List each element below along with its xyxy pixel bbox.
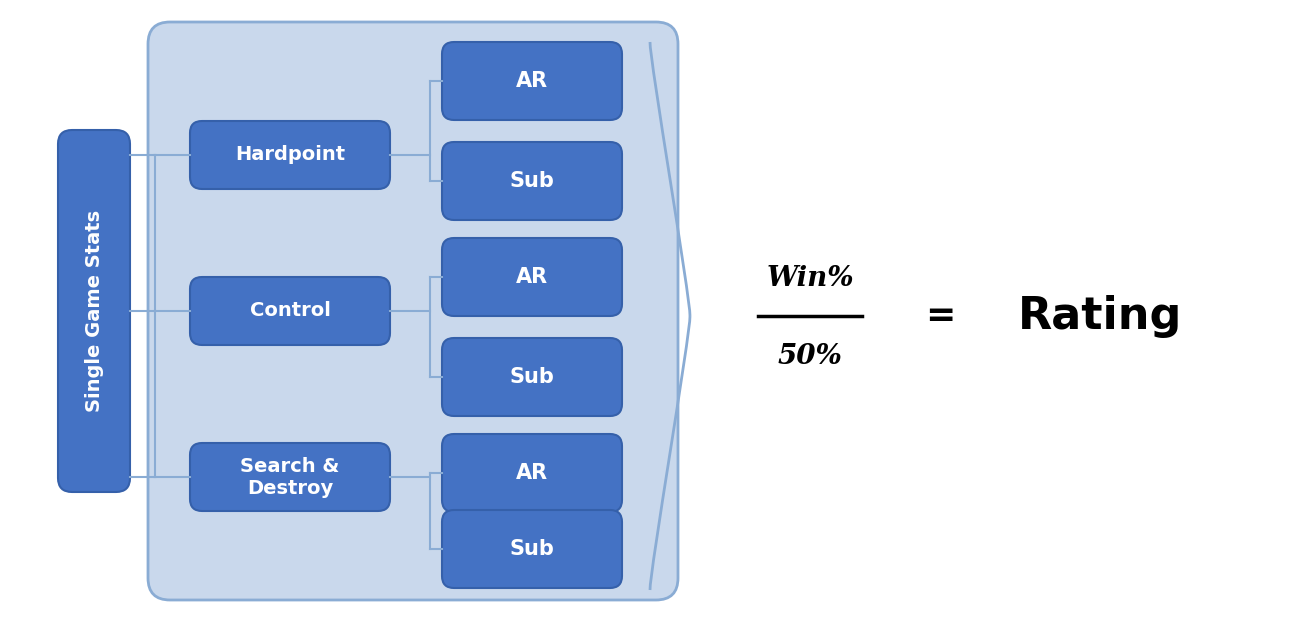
FancyBboxPatch shape <box>443 238 622 316</box>
FancyBboxPatch shape <box>443 42 622 120</box>
FancyBboxPatch shape <box>148 22 678 600</box>
Text: Single Game Stats: Single Game Stats <box>84 210 104 412</box>
FancyBboxPatch shape <box>58 130 130 492</box>
FancyBboxPatch shape <box>190 277 389 345</box>
Text: AR: AR <box>515 71 548 91</box>
Text: Hardpoint: Hardpoint <box>235 146 345 164</box>
Text: Control: Control <box>249 302 331 320</box>
Text: AR: AR <box>515 463 548 483</box>
Text: Sub: Sub <box>510 539 554 559</box>
Text: Win%: Win% <box>766 265 854 292</box>
FancyBboxPatch shape <box>443 142 622 220</box>
FancyBboxPatch shape <box>190 443 389 511</box>
Text: AR: AR <box>515 267 548 287</box>
FancyBboxPatch shape <box>443 434 622 512</box>
Text: =: = <box>924 299 955 333</box>
Text: 50%: 50% <box>778 343 842 369</box>
Text: Sub: Sub <box>510 367 554 387</box>
FancyBboxPatch shape <box>443 510 622 588</box>
Text: Search &
Destroy: Search & Destroy <box>240 457 340 498</box>
Text: Rating: Rating <box>1018 295 1182 338</box>
FancyBboxPatch shape <box>190 121 389 189</box>
Text: Sub: Sub <box>510 171 554 191</box>
FancyBboxPatch shape <box>443 338 622 416</box>
